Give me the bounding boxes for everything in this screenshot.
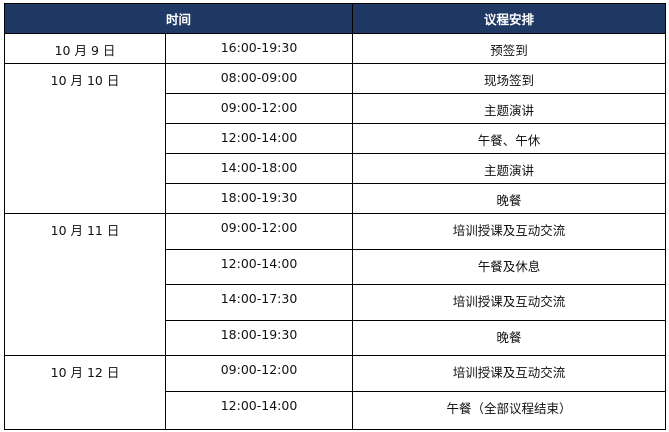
date-cell: 10 月 9 日: [4, 33, 166, 64]
table-row: 12:00-14:00 午餐及休息: [5, 248, 667, 285]
time-cell: 14:00-17:30: [164, 284, 354, 321]
table-row: 10 月 11 日 09:00-12:00 培训授课及互动交流: [4, 213, 667, 356]
table-row: 14:00-18:00 主题演讲: [5, 153, 667, 184]
time-cell: 12:00-14:00: [164, 123, 354, 154]
agenda-cell: 主题演讲: [352, 93, 667, 124]
agenda-cell: 午餐（全部议程结束）: [352, 390, 667, 430]
table-row: 10 月 10 日 08:00-09:00 现场签到: [4, 63, 667, 214]
table-row: 14:00-17:30 培训授课及互动交流: [5, 284, 667, 321]
header-agenda: 议程安排: [352, 3, 667, 34]
date-cell: 10 月 12 日: [4, 355, 166, 430]
date-cell: 10 月 11 日: [4, 213, 166, 356]
table-row: 10 月 12 日 09:00-12:00 培训授课及互动交流: [4, 355, 667, 430]
header-time: 时间: [3, 3, 354, 34]
time-cell: 14:00-18:00: [164, 153, 354, 184]
table-row: 10 月 9 日 16:00-19:30 预签到: [4, 33, 667, 64]
agenda-cell: 培训授课及互动交流: [352, 213, 667, 250]
time-cell: 12:00-14:00: [164, 390, 354, 430]
agenda-cell: 培训授课及互动交流: [352, 284, 667, 321]
time-cell: 09:00-12:00: [164, 93, 354, 124]
agenda-cell: 晚餐: [352, 319, 667, 356]
agenda-cell: 预签到: [352, 33, 667, 64]
agenda-cell: 晚餐: [352, 183, 667, 214]
agenda-cell: 主题演讲: [352, 153, 667, 184]
agenda-cell: 培训授课及互动交流: [352, 355, 667, 392]
table-row: 09:00-12:00 主题演讲: [5, 93, 667, 124]
time-cell: 18:00-19:30: [164, 319, 354, 356]
agenda-table: 时间 议程安排 10 月 9 日 16:00-19:30 预签到 10 月 10…: [3, 3, 667, 430]
table-row: 12:00-14:00 午餐、午休: [5, 123, 667, 154]
time-cell: 08:00-09:00: [164, 63, 354, 94]
date-cell: 10 月 10 日: [4, 63, 166, 214]
table-row: 12:00-14:00 午餐（全部议程结束）: [5, 390, 667, 430]
table-row: 18:00-19:30 晚餐: [5, 183, 667, 214]
time-cell: 12:00-14:00: [164, 248, 354, 285]
agenda-cell: 午餐、午休: [352, 123, 667, 154]
time-cell: 09:00-12:00: [164, 355, 354, 392]
agenda-cell: 现场签到: [352, 63, 667, 94]
agenda-cell: 午餐及休息: [352, 248, 667, 285]
time-cell: 09:00-12:00: [164, 213, 354, 250]
time-cell: 18:00-19:30: [164, 183, 354, 214]
table-row: 18:00-19:30 晚餐: [5, 319, 667, 356]
time-cell: 16:00-19:30: [164, 33, 354, 64]
header-row: 时间 议程安排: [3, 3, 667, 34]
